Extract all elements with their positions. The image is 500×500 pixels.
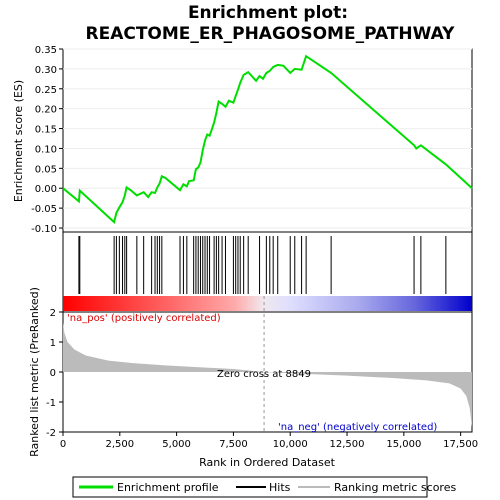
x-tick-label: 5,000 — [162, 439, 191, 450]
es-y-tick-label: -0.05 — [31, 204, 57, 215]
ranking-color-bar — [63, 296, 472, 311]
legend-hits-label: Hits — [269, 481, 291, 494]
es-y-tick-label: -0.10 — [31, 224, 57, 235]
hits-panel — [62, 231, 473, 313]
x-tick-label: 7,500 — [219, 439, 248, 450]
x-tick-label: 12,500 — [330, 439, 365, 450]
es-y-tick-label: 0.25 — [35, 85, 57, 96]
chart-title-line1: Enrichment plot: — [188, 3, 348, 23]
es-y-ticks: -0.10 -0.05 0.00 0.05 0.10 0.15 0.20 0.25 0.30 0.… — [31, 45, 63, 235]
rank-y-tick-label: 2 — [50, 308, 56, 319]
es-panel: -0.10 -0.05 0.00 0.05 0.10 0.15 0.20 0.25 0.30 0.… — [12, 45, 473, 235]
es-y-tick-label: 0.10 — [35, 144, 57, 155]
rank-y-tick-label: 1 — [50, 338, 56, 349]
rank-y-tick-label: -1 — [46, 398, 56, 409]
zero-cross-label: Zero cross at 8849 — [217, 369, 311, 380]
x-axis-label: Rank in Ordered Dataset — [199, 456, 336, 469]
enrichment-profile-line — [62, 54, 473, 224]
neg-correlated-label: 'na_neg' (negatively correlated) — [278, 422, 437, 433]
x-tick-label: 2,500 — [105, 439, 134, 450]
es-y-tick-label: 0.35 — [35, 45, 57, 56]
es-y-tick-label: 0.00 — [35, 184, 57, 195]
ranking-metric-area — [63, 322, 472, 428]
hit-markers — [78, 236, 447, 294]
es-y-tick-label: 0.15 — [35, 125, 57, 136]
es-panel-frame — [62, 48, 473, 233]
rank-y-axis-label: Ranked list metric (PreRanked) — [28, 287, 41, 457]
x-tick-label: 15,000 — [386, 439, 421, 450]
es-y-tick-label: 0.30 — [35, 65, 57, 76]
x-tick-label: 0 — [60, 439, 66, 450]
rank-y-tick-label: 0 — [50, 368, 56, 379]
x-tick-label: 17,500 — [443, 439, 478, 450]
rank-y-ticks: -2 -1 0 1 2 — [46, 308, 63, 439]
rank-y-tick-label: -2 — [46, 428, 56, 439]
rank-panel: -2 -1 0 1 2 'na_pos' (positively correlated)… — [28, 287, 473, 457]
x-tick-label: 10,000 — [273, 439, 308, 450]
es-gridlines — [63, 48, 472, 229]
chart-title-line2: REACTOME_ER_PHAGOSOME_PATHWAY — [86, 24, 456, 44]
es-y-tick-label: 0.05 — [35, 164, 57, 175]
x-axis-ticks: 0 2,500 5,000 7,500 10,000 12,500 15,000 17,500 — [60, 432, 478, 450]
es-y-tick-label: 0.20 — [35, 105, 57, 116]
legend-metric-label: Ranking metric scores — [334, 481, 456, 494]
legend: Enrichment profile Hits Ranking metric s… — [72, 476, 456, 498]
es-y-axis-label: Enrichment score (ES) — [12, 80, 25, 202]
legend-enrichment-label: Enrichment profile — [117, 481, 219, 494]
pos-correlated-label: 'na_pos' (positively correlated) — [67, 313, 221, 324]
